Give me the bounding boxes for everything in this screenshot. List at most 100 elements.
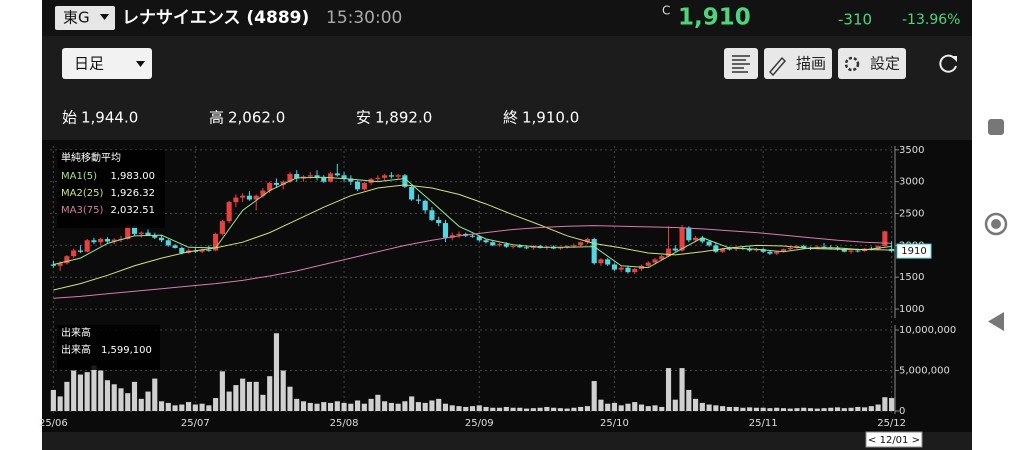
candle-body [57,263,63,266]
candle-body [50,264,56,266]
candle-body [409,186,415,200]
candle-body [267,182,273,191]
candle-body [77,250,83,252]
candle-body [307,175,313,177]
candle-body [240,195,246,198]
volume-bar [544,406,550,412]
volume-bar [841,408,847,412]
home-button[interactable] [984,212,1008,236]
candle-body [246,195,252,200]
volume-bar [388,402,394,412]
volume-bar [720,406,726,412]
volume-bar [713,405,719,412]
candle-body [213,233,219,251]
candle-body [253,195,259,200]
ohlc-label: 始 [62,109,77,127]
candle-body [611,264,618,270]
candle-body [152,235,158,238]
volume-bar [355,400,361,412]
candle-body [71,250,77,257]
candle-body [355,181,361,190]
candle-body [226,202,232,222]
period: 日足 [74,55,104,73]
volume-bar [287,386,293,412]
candle-body [584,239,590,243]
candle-body [665,248,672,257]
volume-bar [510,407,516,412]
candle-body [422,200,428,211]
candle-body [780,249,787,252]
candle-body [334,173,340,176]
cursor-label: < 12/01 > [868,435,920,446]
volume-bar [862,407,868,412]
volume-bar [57,396,63,412]
candle-body [821,246,827,248]
candle-body [726,248,732,250]
ma-line [53,184,892,291]
volume-bar [84,372,90,412]
candle-body [834,247,841,250]
recent-button[interactable] [988,119,1004,135]
candle-body [875,246,881,250]
candle-body [179,247,185,254]
volume-bar [693,398,699,412]
candle-body [557,247,563,249]
candle-body [199,249,205,252]
ma-legend-name: MA1(5) [61,171,97,182]
volume-bar [348,403,354,412]
volume-bar [219,371,225,412]
candle-body [341,175,347,179]
y-tick-label: 1000 [899,304,924,315]
volume-bar [314,403,320,412]
candle-body [64,256,70,264]
ma-legend-name: MA3(75) [61,205,103,216]
candle-body [456,233,462,236]
volume-bar [131,381,138,412]
x-tick-label: 25/11 [749,418,778,429]
volume-bar [699,402,705,412]
period-select[interactable] [62,48,152,79]
volume-bar [578,406,584,412]
candle-body [598,259,604,264]
volume-bar [868,406,874,412]
volume-bar [828,407,834,412]
candle-body [138,232,144,234]
back-button[interactable] [988,312,1004,331]
volume-bar [625,403,631,412]
volume-bar [632,402,638,412]
candle-body [125,226,131,240]
volume-bar [267,376,273,412]
candle-body [706,241,712,246]
candle-body [469,235,476,237]
ohlc-label: 高 [209,109,224,127]
candle-body [442,223,449,238]
candle-body [395,175,401,177]
volume-bar [77,374,83,412]
settings-button[interactable] [838,48,906,79]
volume-bar [469,406,476,412]
volume-bar [665,368,672,412]
volume-bar [382,401,388,412]
volume-bar [246,381,252,412]
volume-bar [409,396,415,412]
volume-bar [186,402,192,412]
volume-bar [179,404,185,412]
draw-button[interactable] [764,48,832,79]
y-tick-label: 1500 [899,272,924,283]
volume-bar [327,402,334,412]
volume-bar [760,407,766,412]
change: -310 [838,11,872,29]
volume-bar [645,406,651,412]
volume-bar [118,388,124,412]
candle-body [841,249,847,252]
volume-bar [733,406,739,412]
market-select[interactable] [55,6,115,30]
volume-bar [618,405,624,412]
ohlc-value: 1,944.0 [81,109,138,127]
volume-legend-name: 出来高 [61,343,91,356]
refresh-icon[interactable] [939,54,957,73]
stock-name: レナサイエンス (4889) [122,8,309,28]
candle-body [104,239,111,242]
volume-bar [104,380,111,412]
ma-legend-value: 1,926.32 [110,188,155,199]
